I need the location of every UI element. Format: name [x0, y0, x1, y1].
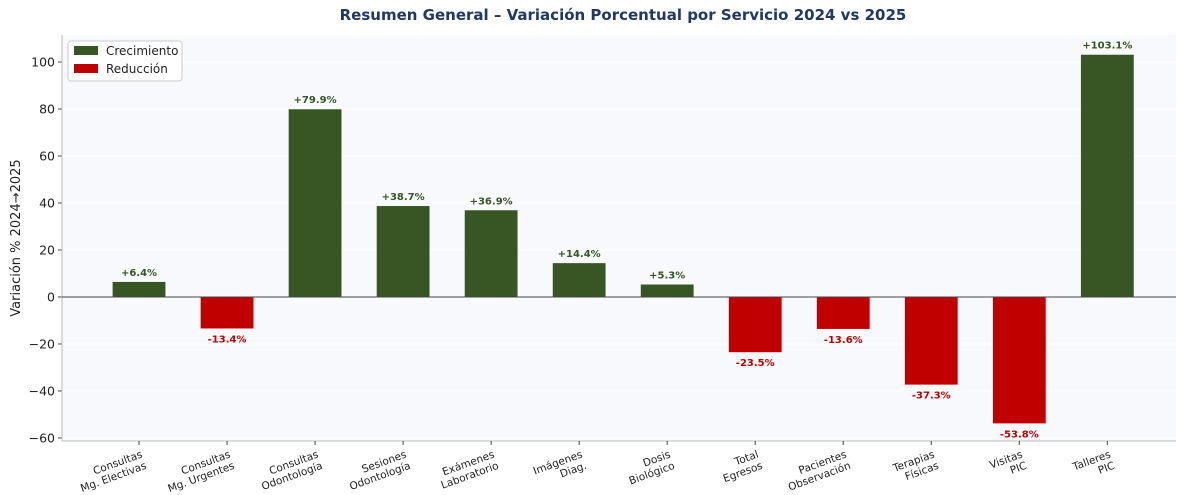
x-tick-label: ConsultasMg. Urgentes — [162, 449, 236, 495]
bar — [816, 296, 870, 329]
value-label: +38.7% — [382, 192, 425, 203]
x-tick-label: SesionesOdontología — [344, 449, 412, 493]
bar — [992, 296, 1046, 424]
y-tick-label: 60 — [39, 149, 55, 164]
bar — [552, 263, 606, 297]
x-tick-label: ExámenesLaboratorio — [435, 449, 500, 492]
x-tick-label: PacientesObservación — [783, 449, 853, 494]
y-tick-label: 80 — [39, 102, 55, 117]
x-tick-label: TotalEgresos — [717, 449, 764, 486]
bar — [376, 206, 430, 297]
y-axis-label: Variación % 2024→2025 — [9, 159, 24, 316]
legend-label: Reducción — [106, 62, 168, 76]
y-tick-label: −60 — [29, 430, 55, 445]
plot-area — [62, 35, 1176, 441]
x-tick-label-line: PIC — [1097, 460, 1117, 477]
bar — [1080, 54, 1134, 297]
x-tick-label: ConsultasOdontología — [256, 449, 324, 493]
x-tick-label: DosisBiológico — [623, 449, 676, 488]
value-label: -37.3% — [912, 391, 951, 402]
bar — [464, 210, 518, 297]
value-label: -13.6% — [824, 335, 863, 346]
bar — [640, 284, 694, 297]
x-tick-label-line: PIC — [1009, 460, 1029, 477]
y-tick-label: 40 — [39, 195, 55, 210]
x-tick-label: ConsultasMg. Electivas — [75, 449, 148, 495]
value-label: +14.4% — [558, 249, 601, 260]
bar — [288, 109, 342, 297]
x-tick-label: TalleresPIC — [1070, 449, 1116, 485]
y-tick-label: 0 — [47, 289, 55, 304]
value-label: +103.1% — [1082, 41, 1132, 52]
value-label: -53.8% — [1000, 429, 1039, 440]
x-tick-label: TerapiasFísicas — [891, 449, 941, 487]
bar — [200, 296, 254, 329]
value-label: +6.4% — [121, 268, 157, 279]
bar — [728, 296, 782, 353]
y-tick-label: −20 — [29, 336, 55, 351]
x-tick-label: ImágenesDiag. — [532, 449, 589, 489]
legend-swatch — [74, 64, 98, 73]
y-tick-label: −40 — [29, 383, 55, 398]
value-label: -23.5% — [736, 358, 775, 369]
legend-label: Crecimiento — [106, 44, 178, 58]
y-tick-label: 100 — [31, 55, 55, 70]
y-tick-label: 20 — [39, 242, 55, 257]
value-label: +79.9% — [294, 95, 337, 106]
bar — [904, 296, 958, 385]
chart-title: Resumen General – Variación Porcentual p… — [340, 6, 907, 24]
bar — [112, 281, 166, 297]
legend-swatch — [74, 46, 98, 55]
value-label: -13.4% — [208, 334, 247, 345]
x-tick-label: VisitasPIC — [988, 449, 1028, 483]
value-label: +36.9% — [470, 196, 513, 207]
value-label: +5.3% — [649, 271, 685, 282]
